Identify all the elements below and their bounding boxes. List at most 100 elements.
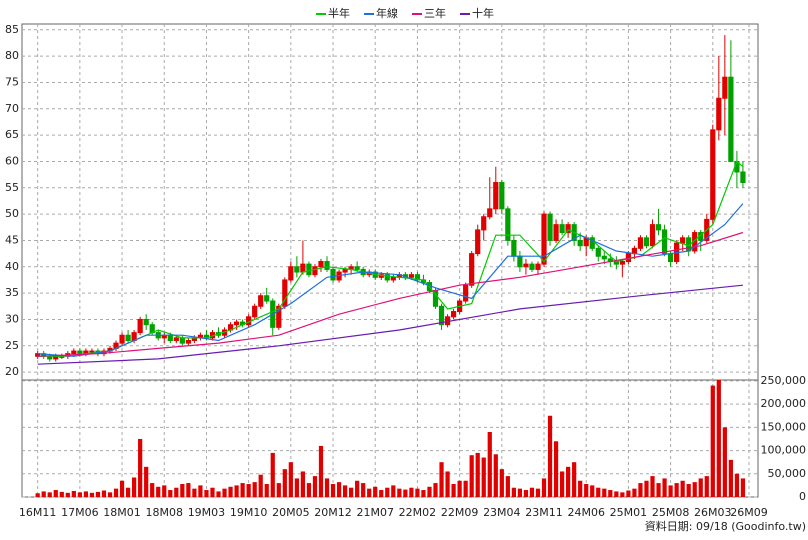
volume-bar <box>252 482 257 497</box>
candle-body <box>294 266 300 273</box>
candle-body <box>481 216 487 231</box>
x-tick-label: 18M01 <box>103 506 141 519</box>
x-tick-label: 22M09 <box>441 506 479 519</box>
volume-bar <box>427 486 432 497</box>
volume-bar <box>198 485 203 497</box>
volume-bar <box>475 452 480 497</box>
candle-body <box>233 321 240 326</box>
volume-bar <box>650 476 655 497</box>
volume-bar <box>692 482 697 497</box>
y-tick-label: 65 <box>5 128 19 141</box>
volume-bar <box>336 482 342 497</box>
candle-body <box>384 274 390 281</box>
volume-bar <box>385 487 390 497</box>
y-tick-label: 45 <box>5 233 19 246</box>
candle-body <box>475 229 481 255</box>
candle-body <box>595 247 601 257</box>
candle-body <box>716 97 722 131</box>
candle-body <box>577 239 583 247</box>
candle-body <box>535 263 541 270</box>
volume-bar <box>547 415 553 497</box>
volume-bar <box>270 452 275 497</box>
y2-tick-label: 150,000 <box>761 420 807 433</box>
candle-body <box>173 337 179 342</box>
x-tick-label: 25M08 <box>652 506 690 519</box>
volume-bar <box>391 485 396 497</box>
volume-bar <box>433 483 438 497</box>
candle-body <box>312 266 318 276</box>
volume-bar <box>620 492 625 497</box>
volume-bar <box>463 480 468 497</box>
candle-body <box>390 276 396 281</box>
legend-label: 十年 <box>472 6 494 20</box>
volume-bar <box>451 484 456 497</box>
x-tick-label: 24M06 <box>567 506 605 519</box>
y-tick-label: 25 <box>5 339 19 352</box>
y-tick-label: 50 <box>5 207 19 220</box>
candle-body <box>643 237 650 247</box>
x-tick-label: 26M09 <box>730 506 768 519</box>
y-tick-label: 60 <box>5 154 19 167</box>
x-tick-label: 19M03 <box>188 506 226 519</box>
volume-bar <box>144 466 149 497</box>
candle-body <box>179 337 185 344</box>
candle-body <box>589 237 595 249</box>
legend-label: 年線 <box>376 6 398 20</box>
candle-body <box>342 268 348 273</box>
volume-bar <box>578 480 583 497</box>
candle-body <box>119 334 125 344</box>
volume-bar <box>656 483 661 497</box>
volume-bar <box>210 487 215 497</box>
plot-frame <box>21 23 759 498</box>
candle-body <box>728 76 734 162</box>
volume-bar <box>101 490 107 497</box>
candle-body <box>463 284 469 302</box>
volume-bar <box>632 488 637 497</box>
legend-label: 三年 <box>424 6 446 20</box>
y-tick-label: 85 <box>5 23 19 36</box>
volume-bar <box>324 478 330 497</box>
x-tick-label: 23M11 <box>525 506 563 519</box>
y-tick-label: 75 <box>5 75 19 88</box>
candle-body <box>553 224 559 241</box>
candle-body <box>499 182 505 210</box>
candle-body <box>438 305 445 326</box>
volume-bar <box>107 492 113 497</box>
volume-bar <box>156 486 161 497</box>
volume-bar <box>330 484 336 497</box>
candle-body <box>89 350 95 353</box>
volume-bar <box>168 490 173 497</box>
candle-body <box>324 261 330 270</box>
volume-bar <box>216 491 221 497</box>
candle-body <box>137 318 143 334</box>
candle-body <box>505 208 511 241</box>
candle-body <box>185 340 191 344</box>
candle-body <box>71 350 77 355</box>
volume-bar <box>602 488 607 497</box>
volume-bar <box>240 483 245 497</box>
volume-bar <box>487 432 492 497</box>
volume-bar <box>644 480 649 497</box>
candle-body <box>601 255 607 260</box>
volume-bar <box>523 490 529 497</box>
candle-body <box>264 295 270 302</box>
volume-bar <box>638 483 643 497</box>
volume-bar <box>65 492 70 497</box>
volume-bar <box>373 486 378 497</box>
y-tick-label: 70 <box>5 102 19 115</box>
candle-body <box>487 208 493 218</box>
candle-body <box>258 295 264 307</box>
volume-bar <box>409 487 414 497</box>
volume-bar <box>95 491 101 497</box>
y2-tick-label: 50,000 <box>768 467 807 480</box>
volume-bar <box>246 484 251 497</box>
volume-bar <box>626 490 631 497</box>
x-tick-label: 19M10 <box>230 506 268 519</box>
candle-body <box>414 274 421 281</box>
volume-bar <box>553 441 559 497</box>
candle-body <box>125 334 131 342</box>
candle-body <box>408 274 415 278</box>
volume-bar <box>728 459 733 497</box>
candle-body <box>276 305 282 328</box>
